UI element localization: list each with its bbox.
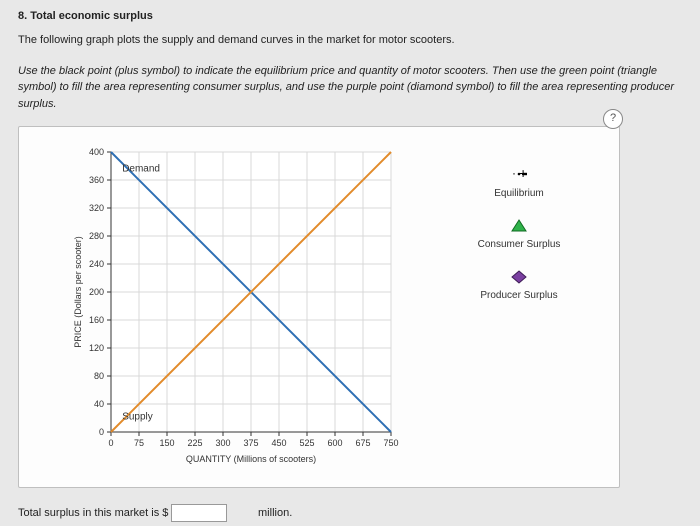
svg-text:200: 200 (89, 287, 104, 297)
legend-label: Producer Surplus (449, 290, 589, 301)
question-title: 8. Total economic surplus (18, 10, 682, 22)
svg-text:320: 320 (89, 203, 104, 213)
question-intro: The following graph plots the supply and… (18, 32, 682, 49)
svg-text:80: 80 (94, 371, 104, 381)
legend-consumer-surplus[interactable]: Consumer Surplus (449, 215, 589, 254)
svg-text:375: 375 (243, 438, 258, 448)
svg-text:600: 600 (327, 438, 342, 448)
legend-label: Consumer Surplus (449, 239, 589, 250)
legend: · + Equilibrium Consumer Surplus Produce… (449, 162, 589, 317)
svg-text:120: 120 (89, 343, 104, 353)
chart-container: ? 07515022530037545052560067575004080120… (18, 126, 620, 488)
answer-prefix: Total surplus in this market is $ (18, 507, 168, 519)
svg-text:750: 750 (383, 438, 398, 448)
svg-text:40: 40 (94, 399, 104, 409)
svg-text:0: 0 (108, 438, 113, 448)
svg-text:150: 150 (159, 438, 174, 448)
svg-text:75: 75 (134, 438, 144, 448)
svg-text:·: · (512, 166, 516, 180)
answer-suffix: million. (258, 507, 292, 519)
legend-producer-surplus[interactable]: Producer Surplus (449, 266, 589, 305)
svg-text:Demand: Demand (122, 164, 160, 175)
plus-icon: · + (449, 166, 589, 186)
svg-text:0: 0 (99, 427, 104, 437)
legend-label: Equilibrium (449, 188, 589, 199)
svg-text:525: 525 (299, 438, 314, 448)
triangle-icon (449, 219, 589, 237)
total-surplus-input[interactable] (171, 504, 227, 522)
svg-text:225: 225 (187, 438, 202, 448)
svg-text:450: 450 (271, 438, 286, 448)
diamond-icon (449, 270, 589, 288)
svg-text:PRICE (Dollars per scooter): PRICE (Dollars per scooter) (73, 236, 83, 348)
svg-text:300: 300 (215, 438, 230, 448)
svg-text:280: 280 (89, 231, 104, 241)
svg-text:400: 400 (89, 147, 104, 157)
question-instructions: Use the black point (plus symbol) to ind… (18, 63, 682, 113)
svg-text:Supply: Supply (122, 411, 153, 422)
svg-text:+: + (519, 166, 527, 181)
svg-text:240: 240 (89, 259, 104, 269)
chart-canvas[interactable]: 0 75 150 225 300 375 450 525 600 675 750 0 40 80 120 16… (69, 147, 429, 482)
svg-text:QUANTITY (Millions of scooters: QUANTITY (Millions of scooters) (186, 454, 316, 464)
svg-text:160: 160 (89, 315, 104, 325)
legend-equilibrium[interactable]: · + Equilibrium (449, 162, 589, 203)
help-button[interactable]: ? (603, 109, 623, 129)
svg-text:675: 675 (355, 438, 370, 448)
svg-text:360: 360 (89, 175, 104, 185)
answer-row: Total surplus in this market is $ millio… (18, 504, 682, 522)
